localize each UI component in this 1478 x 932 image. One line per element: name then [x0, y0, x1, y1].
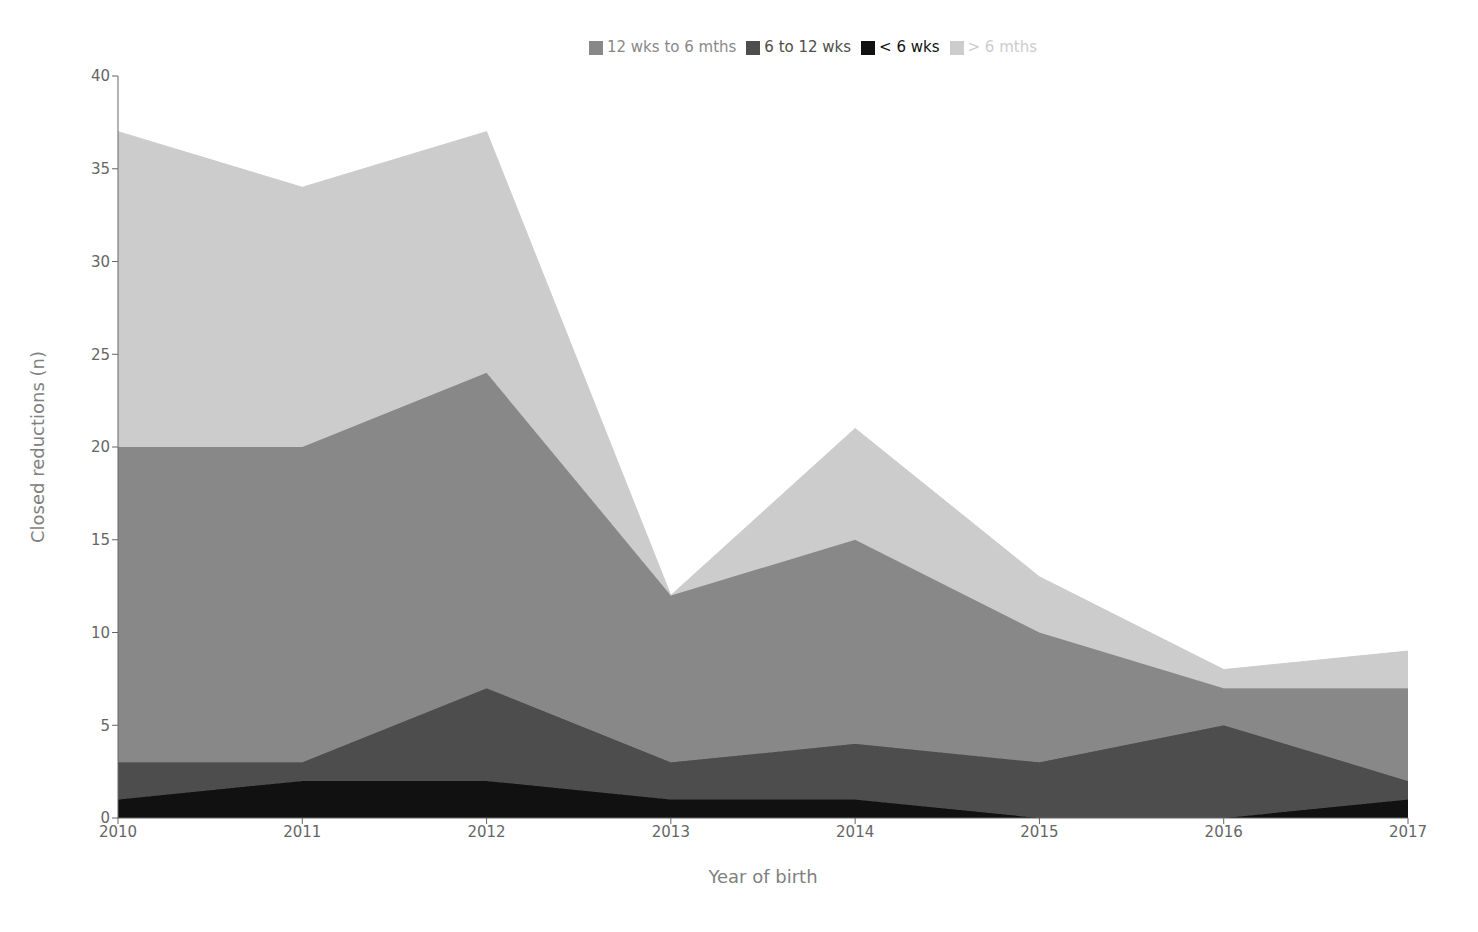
svg-text:2017: 2017: [1389, 823, 1427, 841]
svg-text:2010: 2010: [98, 822, 138, 841]
html-text:12 wks to 6 mths: 12 wks to 6 mths: [607, 38, 737, 56]
svg-text:2011: 2011: [283, 823, 321, 841]
svg-text:2014: 2014: [836, 823, 874, 841]
svg-text:10: 10: [91, 624, 110, 642]
svg-text:30: 30: [91, 253, 110, 271]
svg-text:0: 0: [100, 809, 110, 827]
svg-text:40: 40: [91, 67, 110, 85]
svg-text:20: 20: [91, 438, 110, 456]
html-text:< 6 wks: < 6 wks: [879, 38, 940, 56]
html-text:6 to 12 wks: 6 to 12 wks: [764, 38, 852, 56]
svg-text:35: 35: [91, 160, 110, 178]
svg-text:2013: 2013: [652, 823, 690, 841]
html-text:> 6 mths: > 6 mths: [967, 38, 1037, 56]
svg-text:2012: 2012: [467, 823, 505, 841]
svg-text:Year of birth: Year of birth: [707, 866, 817, 887]
svg-text:15: 15: [91, 531, 110, 549]
svg-text:2015: 2015: [1020, 823, 1058, 841]
svg-text:Closed reductions (n): Closed reductions (n): [27, 351, 48, 543]
svg-text:5: 5: [100, 717, 110, 735]
svg-text:2016: 2016: [1205, 823, 1243, 841]
svg-text:25: 25: [91, 346, 110, 364]
